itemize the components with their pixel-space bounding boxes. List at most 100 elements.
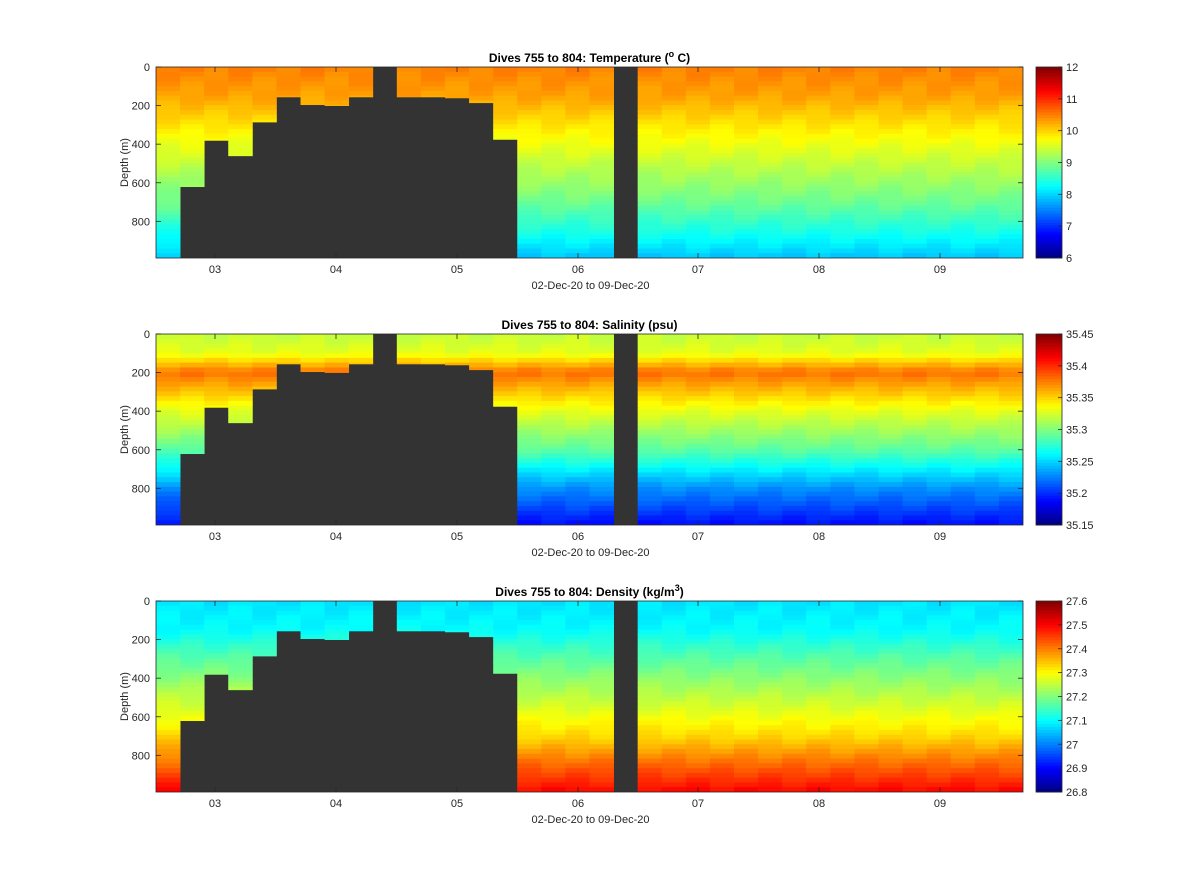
heatmap-cell [830, 510, 855, 516]
heatmap-cell [878, 200, 903, 206]
heatmap-cell [228, 348, 253, 354]
heatmap-cell [782, 167, 807, 173]
colorbar-segment [1036, 651, 1062, 656]
heatmap-cell [420, 605, 446, 611]
heatmap-cell [950, 167, 976, 173]
heatmap-cell [661, 462, 687, 469]
heatmap-cell [926, 601, 952, 607]
heatmap-cell [806, 248, 831, 254]
heatmap-cell [830, 429, 855, 435]
heatmap-cell [541, 391, 566, 397]
heatmap-cell [589, 138, 614, 144]
heatmap-cell [589, 467, 614, 473]
heatmap-cell [950, 148, 976, 154]
heatmap-cell [830, 376, 855, 383]
heatmap-cell [782, 782, 807, 788]
heatmap-cell [565, 405, 590, 411]
heatmap-cell [565, 782, 590, 788]
heatmap-cell [396, 357, 422, 364]
heatmap-cell [709, 510, 735, 516]
heatmap-cell [156, 67, 181, 73]
heatmap-cell [950, 477, 976, 483]
heatmap-cell [734, 343, 759, 349]
heatmap-cell [878, 777, 903, 783]
colorbar-segment [1036, 183, 1062, 187]
heatmap-cell [685, 763, 711, 769]
heatmap-cell [589, 639, 614, 645]
heatmap-cell [589, 124, 614, 130]
heatmap-cell [445, 76, 470, 82]
heatmap-cell [493, 348, 518, 354]
dive-column [758, 601, 783, 792]
heatmap-cell [854, 348, 879, 354]
heatmap-cell [589, 215, 614, 221]
colorbar-tick-label: 8 [1066, 189, 1072, 201]
heatmap-cell [854, 710, 879, 717]
heatmap-cell [998, 381, 1023, 387]
heatmap-cell [926, 400, 952, 407]
heatmap-cell [854, 215, 879, 221]
heatmap-cell [830, 491, 855, 497]
heatmap-cell [782, 133, 807, 140]
heatmap-cell [926, 362, 952, 368]
heatmap-cell [300, 343, 325, 349]
colorbar-segment [1036, 84, 1062, 89]
heatmap-cell [878, 248, 903, 254]
heatmap-cell [661, 415, 687, 421]
colorbar-segment [1036, 780, 1062, 784]
heatmap-cell [420, 76, 446, 82]
heatmap-cell [782, 739, 807, 745]
heatmap-cell [782, 67, 807, 73]
heatmap-cell [589, 601, 614, 607]
heatmap-cell [709, 686, 735, 693]
heatmap-cell [348, 605, 374, 611]
colorbar-tick-label: 10 [1066, 126, 1078, 138]
heatmap-cell [998, 200, 1023, 206]
dive-column [180, 334, 205, 455]
heatmap-cell [806, 772, 831, 779]
heatmap-cell [204, 663, 229, 669]
heatmap-cell [493, 658, 518, 664]
heatmap-cell [950, 753, 976, 759]
heatmap-cell [974, 129, 1000, 135]
heatmap-cell [806, 410, 831, 416]
heatmap-cell [493, 129, 518, 135]
heatmap-cell [685, 372, 711, 378]
heatmap-cell [758, 67, 783, 73]
heatmap-cell [806, 114, 831, 120]
heatmap-cell [300, 71, 325, 77]
heatmap-cell [541, 467, 566, 473]
heatmap-cell [926, 448, 952, 454]
heatmap-cell [685, 391, 711, 397]
heatmap-cell [709, 148, 735, 154]
heatmap-cell [974, 696, 1000, 702]
heatmap-cell [661, 424, 687, 430]
heatmap-cell [974, 710, 1000, 717]
colorbar-segment [1036, 609, 1062, 614]
heatmap-cell [493, 362, 518, 368]
heatmap-cell [758, 86, 783, 92]
heatmap-cell [926, 229, 952, 235]
heatmap-cell [974, 396, 1000, 402]
heatmap-cell [998, 429, 1023, 435]
heatmap-cell [589, 157, 614, 163]
heatmap-cell [974, 601, 1000, 607]
heatmap-cell [420, 90, 446, 97]
heatmap-cell [950, 758, 976, 764]
dive-column [541, 67, 566, 258]
colorbar-segment [1036, 108, 1062, 113]
x-axis-label: 02-Dec-20 to 09-Dec-20 [531, 547, 649, 559]
heatmap-cell [854, 367, 879, 373]
heatmap-cell [565, 763, 590, 769]
heatmap-cell [806, 353, 831, 359]
heatmap-cell [637, 749, 663, 755]
heatmap-cell [589, 777, 614, 783]
heatmap-cell [926, 391, 952, 397]
heatmap-cell [854, 415, 879, 421]
heatmap-cell [974, 472, 1000, 478]
heatmap-cell [156, 720, 181, 726]
dive-column [348, 67, 374, 98]
heatmap-cell [782, 744, 807, 750]
heatmap-cell [782, 138, 807, 144]
heatmap-cell [565, 129, 590, 135]
